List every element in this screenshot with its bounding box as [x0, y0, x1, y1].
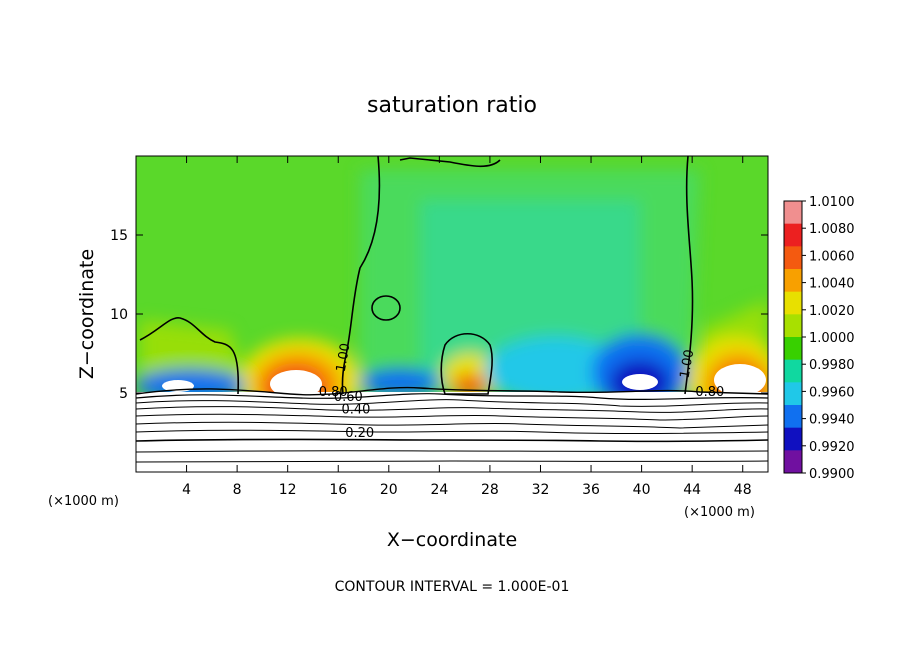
colorbar-label-8: 0.9940	[809, 413, 855, 428]
colorbar-swatch-6	[784, 337, 802, 361]
y-tick-label-0: 5	[119, 386, 128, 402]
x-tick-label-6: 28	[481, 482, 499, 498]
colorbar-label-0: 1.0100	[809, 195, 855, 210]
colorbar-label-9: 0.9920	[809, 440, 855, 455]
colorbar-swatch-1	[784, 223, 802, 247]
x-axis-ticks: 4 8 12 16 20 24 28 32 36 40 44 48	[182, 156, 752, 498]
x-tick-label-11: 48	[734, 482, 752, 498]
colorbar-swatch-11	[784, 450, 802, 474]
colorbar-swatch-7	[784, 359, 802, 383]
colorbar-label-1: 1.0080	[809, 222, 855, 237]
contour-label-6: 0.20	[345, 426, 374, 441]
colorbar-label-3: 1.0040	[809, 277, 855, 292]
colorbar-swatch-0	[784, 201, 802, 225]
contour-label-0: 1.00	[334, 342, 354, 373]
colorbar-swatch-10	[784, 427, 802, 451]
contour-interval-note: CONTOUR INTERVAL = 1.000E-01	[335, 579, 570, 595]
x-tick-label-3: 16	[329, 482, 347, 498]
contour-label-1: 1.00	[678, 348, 698, 379]
y-axis-label: Z−coordinate	[76, 249, 98, 379]
contour-label-2: 0.80	[319, 385, 348, 400]
colorbar-label-2: 1.0060	[809, 249, 855, 264]
colorbar-swatch-3	[784, 269, 802, 293]
colorbar-swatch-9	[784, 405, 802, 429]
y-tick-label-2: 15	[110, 228, 128, 244]
x-tick-label-1: 8	[233, 482, 242, 498]
y-axis-ticks: 5 10 15	[110, 228, 768, 402]
x-tick-label-4: 20	[380, 482, 398, 498]
chart-title: saturation ratio	[367, 93, 537, 118]
contour-label-3: 0.80	[695, 385, 724, 400]
x-tick-label-0: 4	[182, 482, 191, 498]
colorbar-label-10: 0.9900	[809, 467, 855, 482]
x-tick-label-9: 40	[633, 482, 651, 498]
colorbar-swatch-4	[784, 291, 802, 315]
contour-label-5: 0.40	[341, 403, 370, 418]
colorbar-label-7: 0.9960	[809, 385, 855, 400]
colorbar-label-6: 0.9980	[809, 358, 855, 373]
x-tick-label-7: 32	[532, 482, 550, 498]
contour-labels: 1.00 1.000.80 0.800.600.400.20	[319, 342, 725, 441]
x-tick-label-10: 44	[683, 482, 701, 498]
colorbar-swatch-2	[784, 246, 802, 270]
x-axis-label: X−coordinate	[387, 529, 517, 551]
colorbar: 1.0100 1.0080 1.0060 1.0040 1.0020 1.0000 0.99…	[783, 195, 855, 482]
colorbar-swatch-8	[784, 382, 802, 406]
colorbar-label-5: 1.0000	[809, 331, 855, 346]
y-tick-label-1: 10	[110, 307, 128, 323]
colorbar-swatch-5	[784, 314, 802, 338]
contour-label-4: 0.60	[334, 390, 363, 405]
x-unit-left: (×1000 m)	[48, 494, 119, 509]
heatmap-field	[136, 156, 768, 472]
x-tick-label-5: 24	[430, 482, 448, 498]
x-unit-right: (×1000 m)	[684, 505, 755, 520]
colorbar-label-4: 1.0020	[809, 304, 855, 319]
x-tick-label-8: 36	[582, 482, 600, 498]
x-tick-label-2: 12	[279, 482, 297, 498]
